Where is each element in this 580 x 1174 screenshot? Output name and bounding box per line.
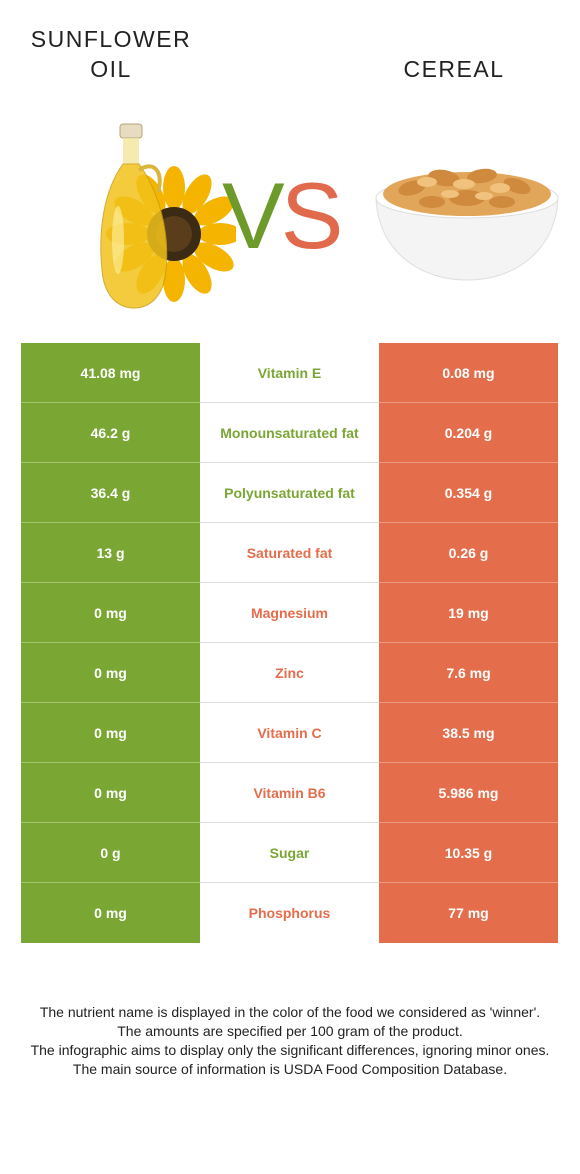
comparison-table: 41.08 mg Vitamin E 0.08 mg 46.2 g Monounsatu…	[21, 343, 558, 943]
footer-notes: The nutrient name is displayed in the co…	[18, 1003, 562, 1079]
food-a-value: 0 mg	[21, 643, 200, 703]
table-row: 13 g Saturated fat 0.26 g	[21, 523, 558, 583]
food-a-value: 0 mg	[21, 763, 200, 823]
food-a-value: 0 mg	[21, 583, 200, 643]
table-row: 0 mg Magnesium 19 mg	[21, 583, 558, 643]
food-b-value: 0.354 g	[379, 463, 558, 523]
footer-note: The main source of information is USDA F…	[72, 1061, 508, 1077]
cereal-bowl-icon	[375, 168, 559, 281]
table-row: 0 mg Phosphorus 77 mg	[21, 883, 558, 943]
table-row: 36.4 g Polyunsaturated fat 0.354 g	[21, 463, 558, 523]
nutrient-name: Zinc	[200, 643, 379, 703]
nutrient-name: Monounsaturated fat	[200, 403, 379, 463]
nutrient-name: Phosphorus	[200, 883, 379, 943]
table-row: 0 mg Zinc 7.6 mg	[21, 643, 558, 703]
nutrient-name: Magnesium	[200, 583, 379, 643]
food-b-value: 0.204 g	[379, 403, 558, 463]
food-b-title: CEREAL	[403, 56, 505, 82]
food-a-value: 0 mg	[21, 883, 200, 943]
footer-note: The nutrient name is displayed in the co…	[39, 1004, 541, 1020]
food-a-title-line1: SUNFLOWER	[30, 26, 192, 52]
food-b-value: 0.26 g	[379, 523, 558, 583]
food-a-value: 0 g	[21, 823, 200, 883]
oil-bottle-icon	[100, 123, 168, 309]
table-row: 0 mg Vitamin B6 5.986 mg	[21, 763, 558, 823]
food-b-value: 38.5 mg	[379, 703, 558, 763]
vs-label: VS	[222, 163, 343, 268]
footer-note: The amounts are specified per 100 gram o…	[117, 1023, 463, 1039]
footer-note: The infographic aims to display only the…	[30, 1042, 550, 1058]
food-a-value: 0 mg	[21, 703, 200, 763]
nutrient-name: Vitamin E	[200, 343, 379, 403]
food-b-value: 0.08 mg	[379, 343, 558, 403]
nutrient-name: Sugar	[200, 823, 379, 883]
table-row: 41.08 mg Vitamin E 0.08 mg	[21, 343, 558, 403]
food-b-value: 7.6 mg	[379, 643, 558, 703]
food-b-value: 10.35 g	[379, 823, 558, 883]
table-row: 0 mg Vitamin C 38.5 mg	[21, 703, 558, 763]
cereal-bowl-image	[375, 168, 559, 281]
food-a-title-line2: OIL	[90, 56, 132, 82]
food-a-title: SUNFLOWER OIL	[20, 24, 202, 84]
food-a-value: 41.08 mg	[21, 343, 200, 403]
table-row: 46.2 g Monounsaturated fat 0.204 g	[21, 403, 558, 463]
nutrient-name: Vitamin B6	[200, 763, 379, 823]
food-a-value: 13 g	[21, 523, 200, 583]
food-b-value: 5.986 mg	[379, 763, 558, 823]
food-b-value: 77 mg	[379, 883, 558, 943]
food-a-value: 46.2 g	[21, 403, 200, 463]
sunflower-oil-image	[100, 123, 236, 309]
table-row: 0 g Sugar 10.35 g	[21, 823, 558, 883]
nutrient-name: Polyunsaturated fat	[200, 463, 379, 523]
food-a-value: 36.4 g	[21, 463, 200, 523]
food-b-value: 19 mg	[379, 583, 558, 643]
nutrient-name: Saturated fat	[200, 523, 379, 583]
nutrient-name: Vitamin C	[200, 703, 379, 763]
